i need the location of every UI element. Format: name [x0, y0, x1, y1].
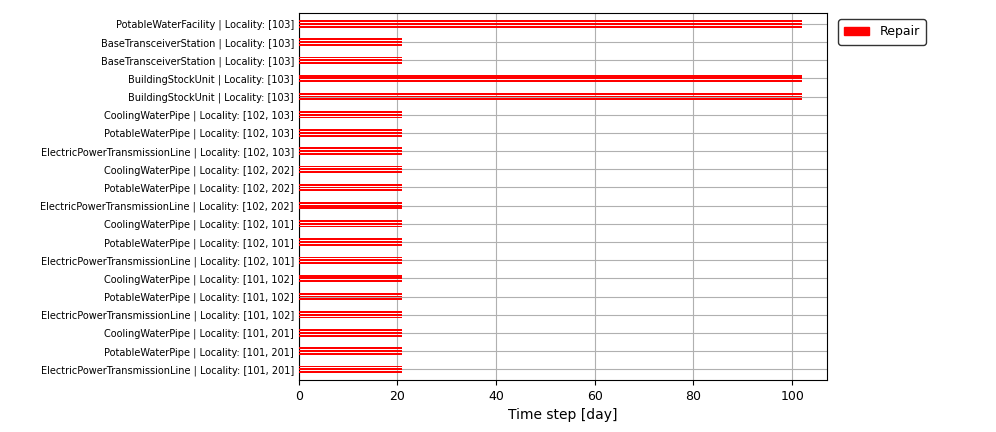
Bar	[299, 187, 402, 188]
Bar	[299, 62, 402, 64]
Bar	[299, 371, 402, 373]
Bar	[299, 38, 402, 40]
Bar	[299, 93, 802, 95]
Bar	[299, 114, 402, 116]
Bar	[299, 205, 402, 206]
Bar	[299, 332, 402, 334]
Bar	[299, 365, 402, 368]
Bar	[299, 165, 402, 168]
Bar	[299, 238, 402, 240]
Bar	[299, 77, 802, 79]
Bar	[299, 262, 402, 264]
Bar	[299, 244, 402, 246]
Bar	[299, 202, 402, 204]
Bar	[299, 57, 402, 58]
Bar	[299, 275, 402, 276]
Bar	[299, 317, 402, 318]
Bar	[299, 98, 802, 100]
Bar	[299, 41, 402, 43]
Bar	[299, 280, 402, 282]
Bar	[299, 153, 402, 155]
Bar	[299, 80, 802, 82]
Bar	[299, 189, 402, 191]
Bar	[299, 135, 402, 137]
Bar	[299, 59, 402, 61]
Bar	[299, 293, 402, 295]
Bar	[299, 129, 402, 131]
Bar	[299, 117, 402, 118]
Bar	[299, 353, 402, 355]
Bar	[299, 295, 402, 298]
Bar	[299, 132, 402, 134]
Bar	[299, 168, 402, 170]
Bar	[299, 111, 402, 113]
Bar	[299, 44, 402, 46]
Bar	[299, 299, 402, 300]
Bar	[299, 20, 802, 22]
Bar	[299, 335, 402, 337]
Bar	[299, 147, 402, 149]
Legend: Repair: Repair	[839, 19, 926, 44]
Bar	[299, 241, 402, 243]
X-axis label: Time step [day]: Time step [day]	[508, 408, 618, 422]
Bar	[299, 368, 402, 370]
Bar	[299, 347, 402, 349]
Bar	[299, 150, 402, 152]
Bar	[299, 23, 802, 25]
Bar	[299, 311, 402, 313]
Bar	[299, 350, 402, 352]
Bar	[299, 171, 402, 173]
Bar	[299, 277, 402, 279]
Bar	[299, 220, 402, 222]
Bar	[299, 95, 802, 98]
Bar	[299, 184, 402, 186]
Bar	[299, 257, 402, 258]
Bar	[299, 329, 402, 331]
Bar	[299, 207, 402, 209]
Bar	[299, 259, 402, 261]
Bar	[299, 226, 402, 228]
Bar	[299, 75, 802, 76]
Bar	[299, 223, 402, 225]
Bar	[299, 314, 402, 316]
Bar	[299, 25, 802, 28]
